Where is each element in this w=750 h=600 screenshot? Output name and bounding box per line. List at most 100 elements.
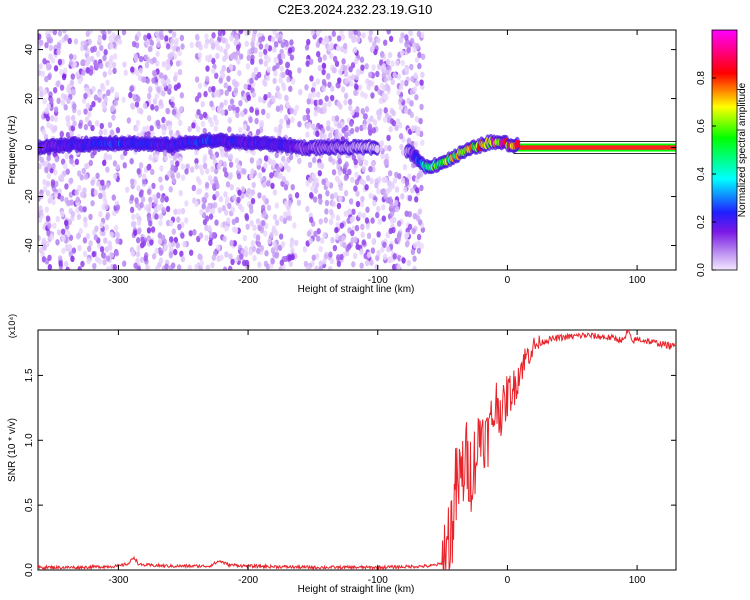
heatmap-cell — [317, 170, 322, 177]
heatmap-cell — [140, 196, 146, 203]
heatmap-cell — [337, 158, 342, 165]
heatmap-cell — [246, 83, 252, 91]
heatmap-cell — [168, 129, 174, 137]
heatmap-cell — [156, 86, 161, 94]
heatmap-cell — [336, 202, 342, 210]
heatmap-cell — [321, 85, 326, 92]
heatmap-cell — [60, 228, 66, 235]
heatmap-cell — [380, 152, 385, 160]
heatmap-cell — [369, 177, 374, 185]
heatmap-cell — [163, 245, 168, 252]
heatmap-cell — [139, 108, 144, 115]
heatmap-cell — [274, 151, 279, 159]
heatmap-cell — [221, 205, 227, 212]
heatmap-cell — [353, 30, 358, 36]
heatmap-cell — [121, 30, 127, 36]
heatmap-cell — [53, 106, 59, 113]
heatmap-cell — [233, 54, 239, 61]
heatmap-signal-track — [38, 131, 676, 175]
heatmap-cell — [115, 237, 120, 245]
heatmap-cell — [234, 157, 240, 165]
heatmap-cell — [134, 69, 140, 77]
heatmap-cell — [340, 86, 346, 93]
colorbar-tick-label: 0.4 — [696, 167, 707, 181]
heatmap-cell — [129, 158, 134, 165]
heatmap-cell — [380, 51, 385, 58]
y-tick-label: -20 — [24, 189, 35, 204]
heatmap-cell — [257, 172, 263, 179]
heatmap-cell — [327, 265, 333, 270]
heatmap-cell — [249, 106, 254, 113]
heatmap-cell — [321, 68, 326, 76]
heatmap-cell — [83, 216, 88, 224]
heatmap-cell — [142, 102, 148, 109]
heatmap-cell — [38, 205, 43, 212]
heatmap-cell — [211, 42, 216, 49]
heatmap-cell — [284, 114, 289, 121]
heatmap-cell — [223, 109, 229, 116]
heatmap-cell — [416, 30, 422, 38]
heatmap-cell — [354, 84, 359, 91]
heatmap-cell — [331, 30, 336, 37]
heatmap-cell — [104, 246, 110, 253]
heatmap-cell — [98, 192, 103, 200]
heatmap-cell — [370, 247, 376, 254]
heatmap-cell — [56, 229, 62, 236]
heatmap-cell — [122, 61, 127, 68]
heatmap-cell — [246, 54, 251, 62]
heatmap-cell — [249, 157, 255, 164]
heatmap-cell — [398, 96, 404, 103]
heatmap-cell — [52, 87, 58, 94]
heatmap-cell — [415, 42, 420, 50]
heatmap-cell — [384, 94, 389, 101]
heatmap-cell — [339, 253, 344, 261]
heatmap-cell — [66, 199, 71, 207]
heatmap-cell — [236, 173, 242, 180]
heatmap-cell — [171, 228, 176, 235]
heatmap-cell — [68, 250, 74, 258]
heatmap-cell — [258, 36, 263, 44]
heatmap-cell — [229, 53, 234, 61]
heatmap-cell — [351, 208, 356, 215]
heatmap-cell — [381, 215, 387, 222]
heatmap-cell — [387, 145, 392, 152]
heatmap-cell — [150, 168, 155, 176]
heatmap-cell — [135, 251, 141, 258]
heatmap-cell — [99, 62, 104, 70]
heatmap-cell — [382, 116, 388, 123]
heatmap-cell — [178, 189, 183, 197]
heatmap-cell — [246, 187, 252, 195]
heatmap-cell — [342, 65, 347, 72]
heatmap-cell — [165, 205, 171, 213]
heatmap-cell — [323, 253, 329, 260]
heatmap-cell — [394, 205, 400, 213]
heatmap-cell — [325, 190, 330, 197]
heatmap-cell — [385, 231, 390, 239]
heatmap-cell — [143, 54, 149, 61]
heatmap-cell — [91, 250, 96, 258]
heatmap-cell — [419, 242, 424, 250]
heatmap-cell — [324, 208, 329, 215]
heatmap-cell — [287, 200, 293, 207]
heatmap-cell — [249, 220, 254, 227]
heatmap-cell — [360, 195, 365, 203]
heatmap-cell — [266, 56, 271, 63]
heatmap-cell — [352, 252, 358, 260]
heatmap-cell — [414, 94, 419, 101]
heatmap-cell — [414, 80, 420, 87]
x-tick-label: -100 — [368, 575, 388, 586]
heatmap-cell — [64, 183, 69, 190]
heatmap-cell — [355, 190, 360, 197]
heatmap-cell — [307, 176, 313, 184]
heatmap-cell — [210, 202, 216, 210]
heatmap-cell — [264, 250, 269, 257]
heatmap-cell — [73, 38, 79, 45]
heatmap-cell — [228, 161, 234, 168]
heatmap-cell — [231, 104, 236, 111]
heatmap-cell — [88, 240, 93, 247]
heatmap-cell — [45, 180, 51, 188]
heatmap-cell — [392, 177, 398, 184]
heatmap-cell — [122, 260, 127, 267]
heatmap-cell — [267, 237, 272, 245]
heatmap-cell — [213, 176, 218, 183]
